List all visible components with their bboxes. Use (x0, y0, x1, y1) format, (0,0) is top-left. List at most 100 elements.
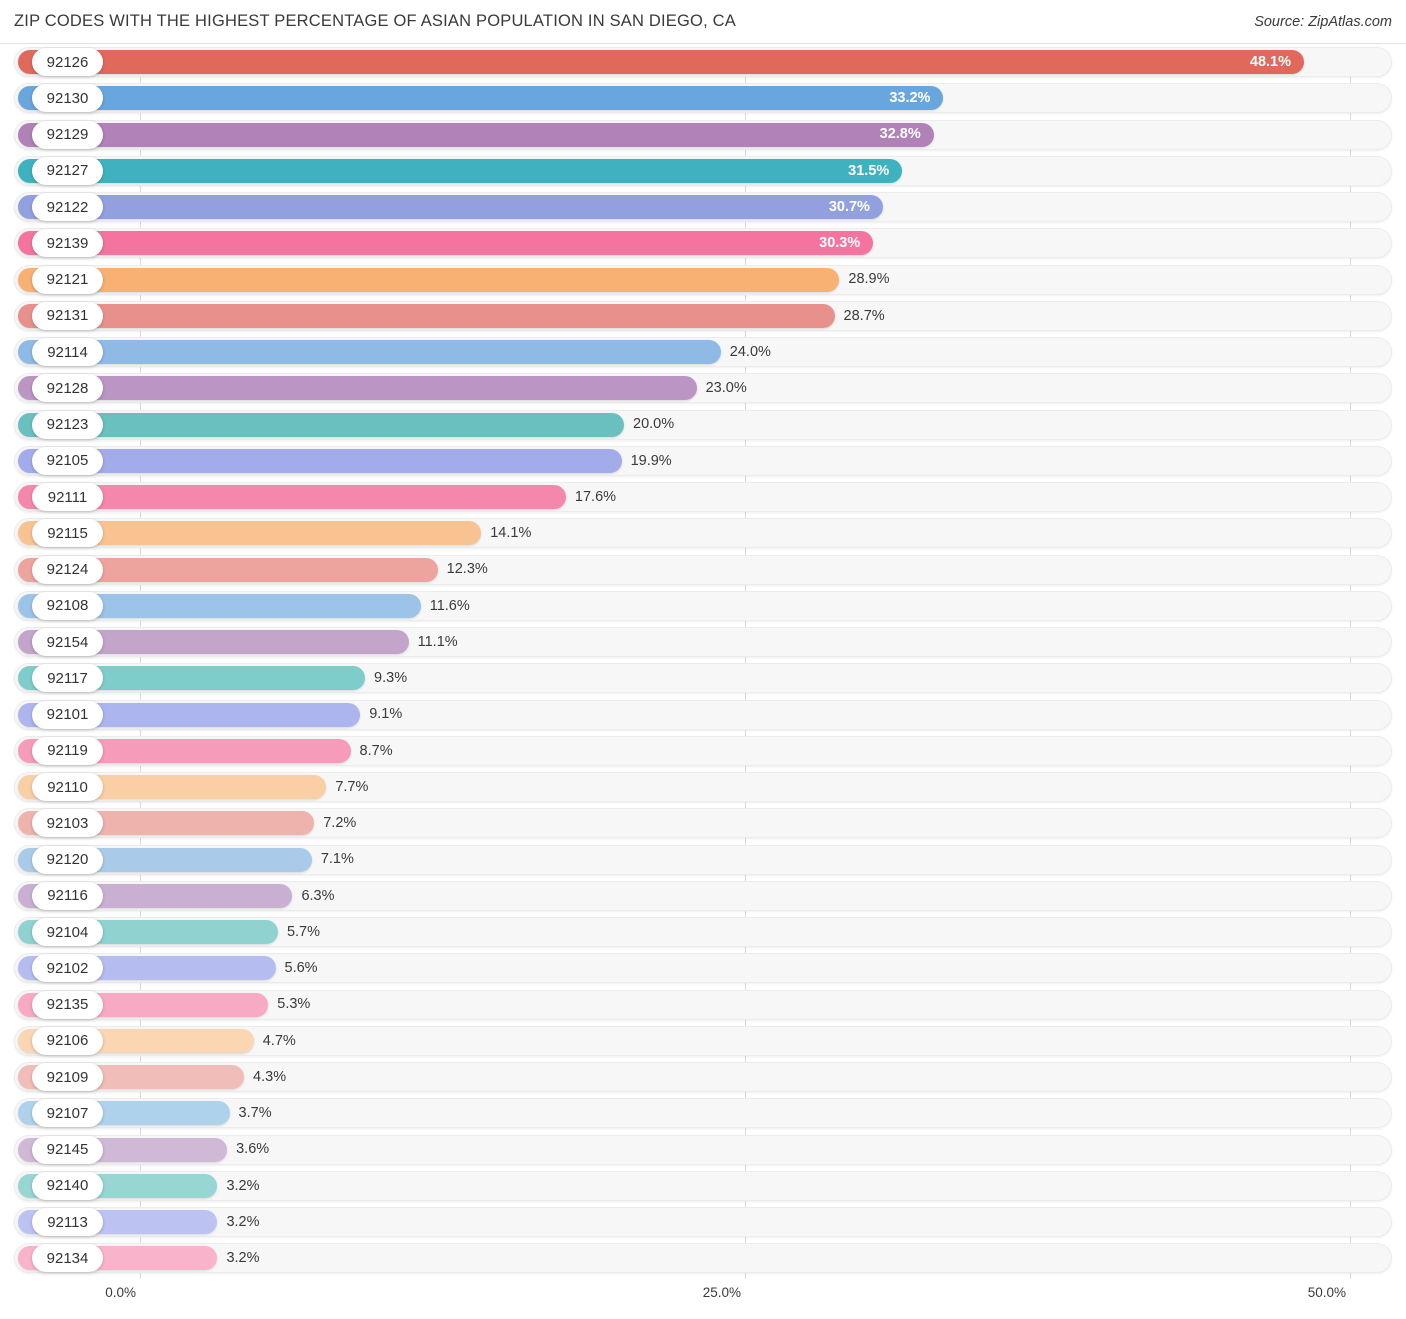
zip-code-label: 92111 (32, 483, 103, 511)
bar-row[interactable]: 92116 6.3% (0, 878, 1406, 914)
bar[interactable] (18, 340, 721, 364)
bar-row[interactable]: 92101 9.1% (0, 697, 1406, 733)
zip-code-label: 92120 (32, 845, 103, 874)
bar[interactable] (18, 303, 835, 328)
zip-code-label: 92115 (32, 519, 103, 548)
bar-row[interactable]: 92120 7.1% (0, 842, 1406, 878)
bar-row[interactable]: 92121 28.9% (0, 262, 1406, 298)
zip-code-label: 92145 (32, 1135, 103, 1164)
zip-code-label: 92134 (32, 1244, 103, 1273)
bar-value-label: 3.2% (226, 1213, 260, 1230)
bar-value-label: 5.7% (286, 923, 320, 940)
bar[interactable] (18, 86, 944, 111)
zip-code-text: 92114 (47, 343, 88, 361)
zip-code-text: 92126 (46, 53, 89, 71)
bar-row[interactable]: 92105 19.9% (0, 443, 1406, 479)
bar-row[interactable]: 92114 24.0% (0, 334, 1406, 370)
bar[interactable] (18, 231, 874, 256)
bar-row[interactable]: 92130 33.2% (0, 80, 1406, 116)
bar-value-label: 5.6% (284, 960, 318, 977)
bar[interactable] (18, 485, 566, 509)
bar-value-label: 3.2% (226, 1177, 260, 1194)
bar-row[interactable]: 92119 8.7% (0, 733, 1406, 769)
zip-code-label: 92102 (32, 954, 103, 983)
bar-row[interactable]: 92102 5.6% (0, 950, 1406, 986)
bar-row[interactable]: 92126 48.1% (0, 44, 1406, 80)
zip-code-text: 92123 (46, 416, 89, 433)
zip-code-label: 92113 (32, 1208, 103, 1236)
bar-value-label: 28.9% (848, 271, 890, 288)
bar[interactable] (18, 376, 697, 401)
zip-code-text: 92104 (46, 923, 89, 941)
zip-code-label: 92121 (32, 265, 103, 294)
bar-value-label: 48.1% (1249, 53, 1292, 70)
bar-row[interactable]: 92145 3.6% (0, 1132, 1406, 1168)
bar[interactable] (18, 448, 622, 473)
bar-row[interactable]: 92135 5.3% (0, 987, 1406, 1023)
bar-value-label: 31.5% (848, 162, 890, 179)
bar-row[interactable]: 92108 11.6% (0, 588, 1406, 624)
bar-row[interactable]: 92117 9.3% (0, 660, 1406, 696)
bar-value-label: 3.6% (236, 1141, 270, 1158)
bar-value-label: 19.9% (630, 452, 672, 469)
zip-code-text: 92115 (47, 524, 88, 542)
bar[interactable] (18, 195, 883, 219)
zip-code-text: 92105 (46, 452, 89, 470)
bar[interactable] (18, 412, 624, 437)
bar-row[interactable]: 92109 4.3% (0, 1059, 1406, 1095)
bar-row[interactable]: 92140 3.2% (0, 1168, 1406, 1204)
zip-code-label: 92139 (32, 229, 103, 258)
zip-code-text: 92111 (47, 488, 88, 506)
zip-code-text: 92119 (47, 742, 88, 760)
bar[interactable] (18, 158, 903, 183)
bar-track (14, 1170, 1392, 1201)
bar-row[interactable]: 92106 4.7% (0, 1023, 1406, 1059)
zip-code-text: 92107 (46, 1104, 89, 1122)
zip-code-text: 92139 (46, 234, 89, 252)
bar-row[interactable]: 92123 20.0% (0, 407, 1406, 443)
header-divider (0, 43, 1406, 44)
zip-code-text: 92134 (46, 1249, 89, 1267)
bar-value-label: 17.6% (574, 488, 617, 505)
bar-value-label: 24.0% (729, 343, 771, 360)
bar-row[interactable]: 92110 7.7% (0, 769, 1406, 805)
axis-tick-label: 50.0% (1307, 1285, 1346, 1300)
zip-code-label: 92110 (32, 773, 103, 801)
bar-row[interactable]: 92115 14.1% (0, 515, 1406, 551)
bar-row[interactable]: 92127 31.5% (0, 153, 1406, 189)
zip-code-label: 92154 (32, 628, 103, 656)
bar-value-label: 11.1% (417, 633, 458, 650)
bar-row[interactable]: 92131 28.7% (0, 298, 1406, 334)
bar[interactable] (18, 122, 934, 147)
zip-code-label: 92103 (32, 809, 103, 838)
bar-row[interactable]: 92128 23.0% (0, 370, 1406, 406)
bar-row[interactable]: 92139 30.3% (0, 225, 1406, 261)
bar[interactable] (18, 50, 1305, 74)
bar-value-label: 33.2% (889, 90, 931, 107)
bar-row[interactable]: 92124 12.3% (0, 552, 1406, 588)
zip-code-text: 92154 (46, 633, 89, 651)
zip-code-text: 92116 (47, 887, 88, 905)
zip-code-label: 92106 (32, 1026, 103, 1055)
bar-row[interactable]: 92103 7.2% (0, 805, 1406, 841)
bar-value-label: 7.2% (323, 815, 357, 832)
bar-row[interactable]: 92113 3.2% (0, 1204, 1406, 1240)
zip-code-text: 92127 (46, 162, 89, 180)
bar-row[interactable]: 92134 3.2% (0, 1240, 1406, 1276)
chart-header: ZIP CODES WITH THE HIGHEST PERCENTAGE OF… (0, 0, 1406, 44)
bar-row[interactable]: 92107 3.7% (0, 1095, 1406, 1131)
bar-value-label: 3.2% (226, 1250, 260, 1267)
bar-track (14, 1243, 1392, 1274)
bar[interactable] (18, 267, 840, 292)
bar-row[interactable]: 92111 17.6% (0, 479, 1406, 515)
bar-row[interactable]: 92129 32.8% (0, 117, 1406, 153)
zip-code-text: 92121 (46, 271, 89, 288)
bar-value-label: 30.7% (828, 198, 870, 215)
axis-tick-label: 0.0% (105, 1285, 136, 1300)
zip-code-text: 92130 (46, 89, 89, 107)
bar-row[interactable]: 92104 5.7% (0, 914, 1406, 950)
bar-row[interactable]: 92122 30.7% (0, 189, 1406, 225)
zip-code-label: 92105 (32, 446, 103, 475)
bar-value-label: 7.7% (335, 778, 369, 795)
bar-row[interactable]: 92154 11.1% (0, 624, 1406, 660)
